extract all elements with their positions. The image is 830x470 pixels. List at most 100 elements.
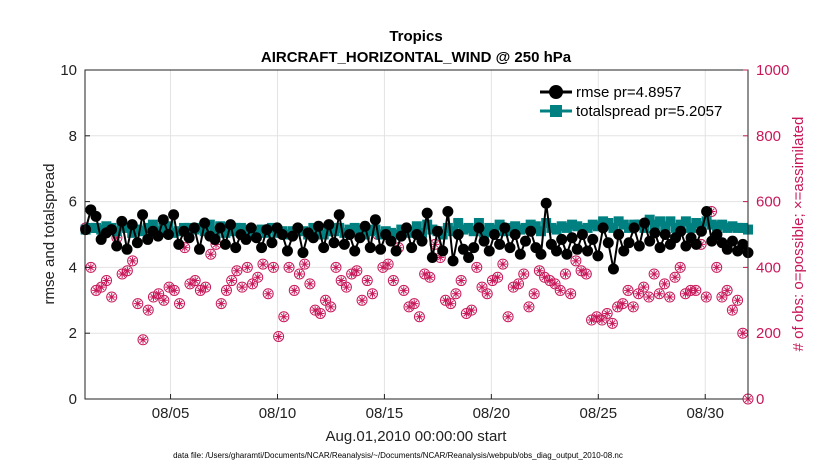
obs-possible-marker (168, 284, 180, 296)
obs-assimilated-marker (368, 289, 377, 298)
totalspread-point (479, 227, 490, 238)
totalspread-point (551, 224, 562, 235)
obs-point (398, 284, 410, 296)
obs-possible-marker (293, 268, 305, 280)
rmse-point (318, 242, 330, 254)
totalspread-point (670, 222, 681, 233)
obs-point (205, 248, 217, 260)
totalspread-point (561, 222, 572, 233)
obs-assimilated-marker (180, 243, 189, 252)
obs-possible-marker (466, 304, 478, 316)
rmse-point (421, 207, 433, 219)
obs-possible-marker (502, 311, 514, 323)
rmse-point (463, 252, 475, 264)
obs-point (726, 304, 738, 316)
rmse-point (432, 225, 444, 237)
obs-point (523, 301, 535, 313)
obs-assimilated-marker (102, 276, 111, 285)
obs-assimilated-marker (717, 293, 726, 302)
obs-possible-marker (455, 275, 467, 287)
rmse-point (576, 229, 588, 240)
obs-assimilated-marker (196, 286, 205, 295)
obs-possible-marker (523, 301, 535, 313)
obs-possible-marker (669, 271, 681, 283)
totalspread-point (727, 221, 738, 232)
obs-point (716, 291, 728, 303)
rmse-point (499, 222, 511, 234)
obs-possible-marker (278, 311, 290, 323)
obs-possible-marker (492, 271, 504, 283)
obs-possible-marker (513, 278, 525, 290)
rmse-point (680, 240, 692, 252)
totalspread-point (484, 222, 495, 233)
obs-point (101, 275, 113, 287)
obs-point (528, 288, 540, 300)
obs-point (596, 314, 608, 326)
x-axis-ticks: 08/05 08/10 08/15 08/20 08/25 08/30 (152, 394, 724, 422)
left-axis-ticks: 0 2 4 6 8 10 (60, 62, 90, 408)
rmse-point (561, 248, 573, 260)
obs-point (502, 311, 514, 323)
rmse-point (607, 263, 619, 275)
obs-assimilated-marker (592, 312, 601, 321)
obs-possible-marker (674, 261, 686, 273)
obs-assimilated-marker (269, 263, 278, 272)
obs-possible-marker (200, 281, 212, 293)
obs-point (387, 275, 399, 287)
obs-point (106, 291, 118, 303)
obs-point (335, 275, 347, 287)
rmse-point (292, 222, 304, 234)
obs-assimilated-marker (384, 260, 393, 269)
obs-assimilated-marker (530, 289, 539, 298)
obs-point (283, 261, 295, 273)
obs-possible-marker (653, 288, 665, 300)
obs-point (570, 255, 582, 267)
obs-point (450, 288, 462, 300)
totalspread-point (313, 227, 324, 238)
obs-point (320, 294, 332, 306)
obs-point (565, 288, 577, 300)
obs-point (226, 275, 238, 287)
x-tick-label: 08/15 (366, 405, 404, 422)
totalspread-point (572, 221, 583, 232)
obs-point (413, 311, 425, 323)
rmse-point (168, 209, 180, 221)
totalspread-point (680, 216, 691, 227)
obs-assimilated-marker (665, 293, 674, 302)
right-tick-label: 1000 (756, 62, 789, 79)
obs-assimilated-marker (159, 296, 168, 305)
rmse-point (571, 243, 583, 255)
obs-possible-marker (554, 284, 566, 296)
rmse-point (80, 224, 92, 236)
x-tick-label: 08/10 (259, 405, 297, 422)
obs-possible-marker (236, 281, 248, 293)
obs-point (721, 284, 733, 296)
obs-assimilated-marker (608, 319, 617, 328)
obs-assimilated-marker (165, 283, 174, 292)
obs-possible-marker (497, 258, 509, 270)
obs-possible-marker (174, 298, 186, 310)
totalspread-point (536, 226, 547, 237)
obs-assimilated-marker (86, 263, 95, 272)
obs-point (356, 294, 368, 306)
obs-point (659, 278, 671, 290)
obs-assimilated-marker (634, 289, 643, 298)
rmse-point (597, 222, 609, 234)
obs-point (664, 291, 676, 303)
rmse-point (649, 227, 661, 239)
obs-assimilated-marker (107, 293, 116, 302)
obs-possible-marker (721, 284, 733, 296)
obs-assimilated-marker (728, 306, 737, 315)
rmse-point (137, 209, 149, 221)
obs-assimilated-marker (227, 276, 236, 285)
obs-assimilated-marker (243, 263, 252, 272)
obs-assimilated-marker (446, 299, 455, 308)
obs-assimilated-marker (347, 269, 356, 278)
obs-point (299, 258, 311, 270)
obs-point (617, 298, 629, 310)
obs-possible-marker (205, 248, 217, 260)
obs-point (220, 284, 232, 296)
rmse-point (488, 229, 500, 240)
obs-assimilated-marker (311, 306, 320, 315)
rmse-point (447, 255, 459, 267)
